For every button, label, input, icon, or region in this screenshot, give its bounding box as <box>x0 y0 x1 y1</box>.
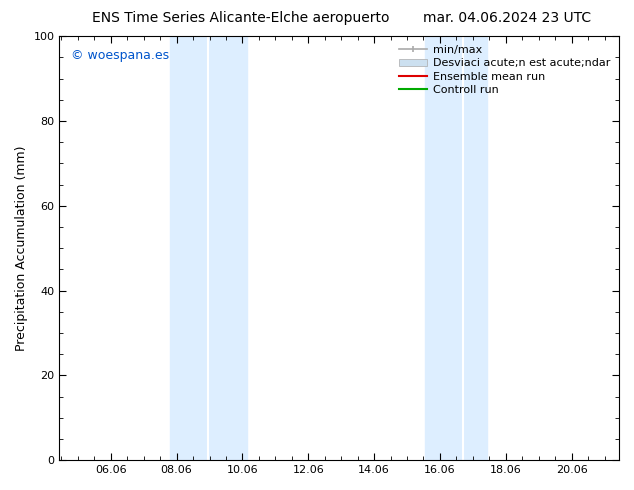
Y-axis label: Precipitation Accumulation (mm): Precipitation Accumulation (mm) <box>15 146 28 351</box>
Legend: min/max, Desviaci acute;n est acute;ndar, Ensemble mean run, Controll run: min/max, Desviaci acute;n est acute;ndar… <box>396 42 614 98</box>
Text: mar. 04.06.2024 23 UTC: mar. 04.06.2024 23 UTC <box>423 11 592 25</box>
Text: © woespana.es: © woespana.es <box>70 49 169 62</box>
Bar <box>425 36 463 460</box>
Text: ENS Time Series Alicante-Elche aeropuerto: ENS Time Series Alicante-Elche aeropuert… <box>92 11 390 25</box>
Bar <box>207 36 247 460</box>
Bar <box>463 36 488 460</box>
Bar <box>170 36 207 460</box>
